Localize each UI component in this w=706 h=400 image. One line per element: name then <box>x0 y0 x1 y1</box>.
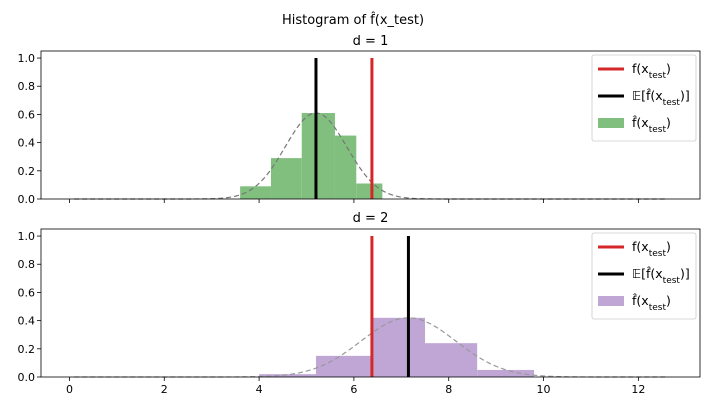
histogram-bar <box>372 317 426 377</box>
x-tick-label: 12 <box>631 383 645 396</box>
legend: f(xtest)𝔼[f̂(xtest)]f̂(xtest) <box>591 54 697 142</box>
subplot-title: d = 1 <box>353 34 389 49</box>
histogram-bar <box>270 158 302 199</box>
histogram-bar <box>425 343 478 377</box>
axes-frame <box>40 50 701 200</box>
x-tick-label: 10 <box>537 383 551 396</box>
y-tick-label: 0.4 <box>18 137 36 150</box>
y-tick-label: 0.0 <box>18 193 36 206</box>
x-tick-label: 2 <box>161 383 168 396</box>
subplot-title: d = 2 <box>353 211 389 226</box>
x-tick-label: 8 <box>445 383 452 396</box>
y-tick-label: 0.0 <box>18 371 36 384</box>
legend-patch-marker <box>598 296 624 306</box>
histogram-bar <box>301 113 335 199</box>
y-tick-label: 0.6 <box>18 108 36 121</box>
legend-patch-marker <box>598 118 624 128</box>
subplot-d2: d = 2 0.0 0.2 0.4 0.6 0.8 1.0 0 2 4 6 8 10 12 f(xtest)… <box>18 211 701 396</box>
x-tick-label: 0 <box>66 383 73 396</box>
y-tick-label: 1.0 <box>18 230 36 243</box>
histogram-bar <box>240 186 271 199</box>
subplot-d1: d = 1 0.0 0.2 0.4 0.6 0.8 1.0 f(xtest)𝔼[f̂(xtes… <box>18 34 701 206</box>
x-tick-label: 6 <box>350 383 357 396</box>
histogram-bar <box>356 183 383 199</box>
y-tick-label: 0.8 <box>18 80 36 93</box>
y-tick-label: 0.4 <box>18 315 36 328</box>
histogram-bar <box>334 135 357 199</box>
y-tick-label: 0.2 <box>18 165 36 178</box>
axes-frame <box>40 228 701 378</box>
legend: f(xtest)𝔼[f̂(xtest)]f̂(xtest) <box>591 232 697 320</box>
y-tick-label: 0.8 <box>18 258 36 271</box>
y-tick-label: 0.2 <box>18 343 36 356</box>
y-tick-label: 0.6 <box>18 286 36 299</box>
x-tick-label: 4 <box>256 383 263 396</box>
y-tick-label: 1.0 <box>18 52 36 65</box>
histogram-bar <box>259 374 316 377</box>
histogram-bar <box>477 369 535 377</box>
figure-suptitle: Histogram of f̂(x_test) <box>282 13 424 28</box>
histogram-bar <box>315 355 373 377</box>
